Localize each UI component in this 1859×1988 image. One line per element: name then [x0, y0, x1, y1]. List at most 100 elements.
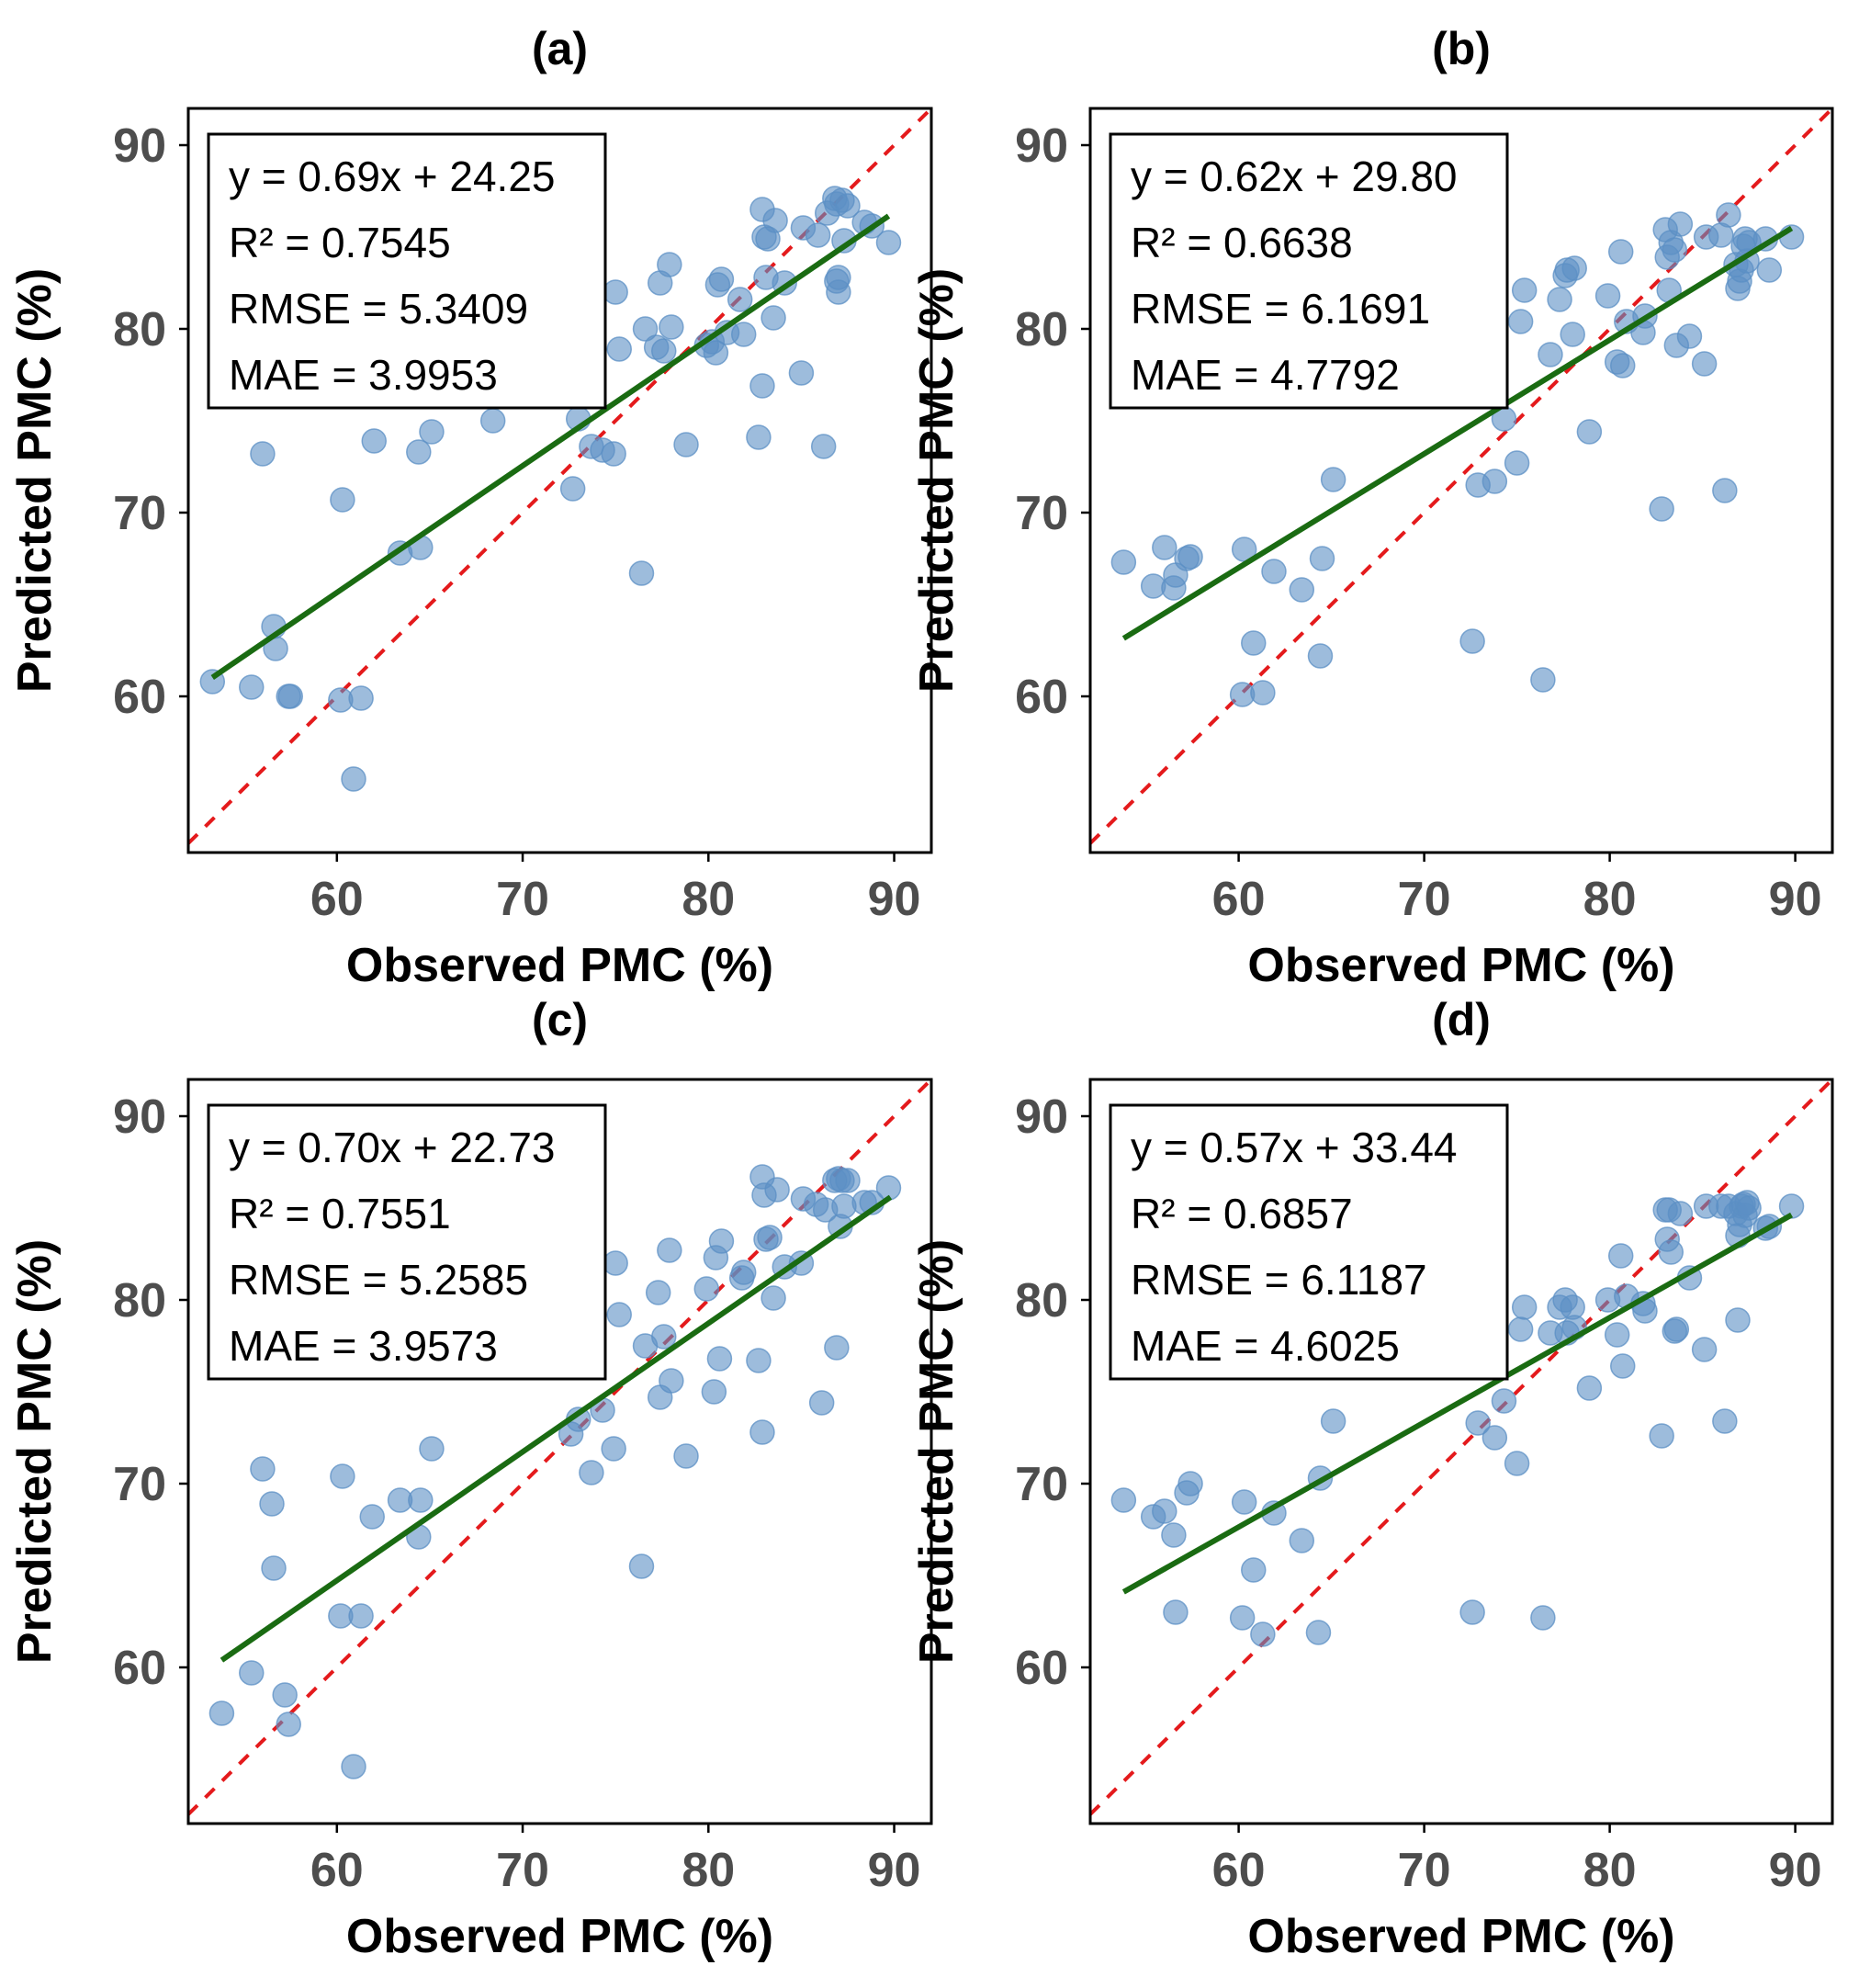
stats-line-b-1: R² = 0.6638: [1131, 219, 1353, 266]
data-point-a-24: [606, 336, 632, 362]
stats-line-c-0: y = 0.70x + 22.73: [229, 1124, 556, 1171]
data-point-b-63: [1756, 257, 1783, 283]
data-point-b-52: [1712, 478, 1738, 503]
data-point-b-25: [1530, 667, 1556, 693]
x-tick-label-d-3: 90: [1769, 1844, 1822, 1897]
data-point-d-9: [1241, 1557, 1267, 1583]
data-point-d-34: [1604, 1322, 1630, 1348]
data-point-d-2: [1152, 1498, 1177, 1524]
data-point-b-48: [1676, 323, 1703, 349]
data-point-d-40: [1649, 1423, 1674, 1449]
fit-line-c: [220, 1194, 893, 1663]
stats-line-d-3: MAE = 4.6025: [1131, 1322, 1400, 1370]
data-point-a-50: [788, 360, 815, 386]
data-point-d-64: [1778, 1193, 1805, 1219]
data-point-d-52: [1712, 1408, 1738, 1434]
data-point-c-6: [276, 1711, 301, 1737]
x-tick-label-a-1: 70: [496, 873, 549, 926]
data-point-a-40: [730, 322, 757, 347]
panel-c: (c) y = 0.70x + 22.73 R² = 0.7551 RMSE = 5.…: [8, 994, 933, 1963]
data-point-d-8: [1231, 1489, 1257, 1515]
data-point-d-10: [1250, 1621, 1276, 1647]
data-point-a-65: [875, 230, 902, 255]
data-point-d-19: [1465, 1410, 1491, 1436]
stats-line-b-2: RMSE = 6.1691: [1131, 285, 1430, 333]
data-point-d-23: [1507, 1316, 1534, 1342]
stats-line-a-1: R² = 0.7545: [229, 219, 451, 266]
x-tick-label-a-0: 60: [310, 873, 364, 926]
y-axis-title-a: Predicted PMC (%): [8, 268, 62, 693]
data-point-b-2: [1152, 535, 1177, 560]
stats-line-b-0: y = 0.62x + 29.80: [1131, 152, 1458, 200]
data-point-d-21: [1491, 1388, 1517, 1414]
y-tick-label-a-0: 60: [113, 671, 166, 724]
data-point-c-47: [764, 1177, 790, 1203]
data-point-a-22: [601, 441, 626, 467]
data-point-b-23: [1507, 309, 1534, 334]
data-point-d-61: [1736, 1195, 1762, 1221]
data-point-b-15: [1320, 467, 1346, 492]
data-point-a-43: [749, 373, 775, 399]
data-point-c-25: [628, 1553, 655, 1579]
x-tick-label-a-2: 80: [682, 873, 735, 926]
x-axis-title-b: Observed PMC (%): [1247, 939, 1674, 992]
y-tick-label-a-1: 70: [113, 487, 166, 540]
data-point-c-60: [835, 1168, 861, 1193]
data-point-c-42: [749, 1419, 775, 1445]
panel-a: (a) y = 0.69x + 24.25 R² = 0.7545 RMSE = 5.…: [8, 23, 933, 992]
x-tick-label-b-2: 80: [1583, 873, 1637, 926]
data-point-c-11: [359, 1504, 385, 1530]
data-point-d-18: [1459, 1599, 1485, 1625]
data-point-a-26: [632, 316, 659, 342]
data-point-c-24: [606, 1302, 632, 1327]
plot-frame-c: [186, 1078, 933, 1825]
plot-area-a: [188, 108, 931, 845]
x-tick-label-c-3: 90: [868, 1844, 921, 1897]
data-point-b-9: [1241, 630, 1267, 656]
x-tick-label-b-3: 90: [1769, 873, 1822, 926]
data-point-b-18: [1459, 628, 1485, 654]
data-point-a-62: [835, 193, 861, 219]
panel-title-c: (c): [532, 994, 588, 1045]
x-tick-label-d-2: 80: [1583, 1844, 1637, 1897]
x-tick-label-d-1: 70: [1398, 1844, 1451, 1897]
y-tick-label-a-2: 80: [113, 303, 166, 356]
data-point-a-30: [657, 252, 682, 277]
data-point-a-41: [746, 424, 772, 450]
data-point-b-10: [1250, 680, 1276, 706]
y-tick-label-b-3: 90: [1015, 119, 1068, 173]
data-point-c-4: [261, 1555, 287, 1581]
data-point-a-18: [559, 476, 586, 502]
data-point-a-9: [348, 685, 374, 711]
data-point-a-13: [406, 439, 432, 465]
data-point-c-20: [579, 1460, 604, 1485]
stats-line-d-2: RMSE = 6.1187: [1131, 1256, 1427, 1304]
data-point-b-26: [1538, 342, 1563, 367]
stats-line-d-0: y = 0.57x + 33.44: [1131, 1124, 1458, 1171]
data-point-c-23: [603, 1250, 628, 1276]
data-point-c-40: [746, 1348, 772, 1373]
data-point-d-65: [1725, 1307, 1751, 1333]
y-tick-label-c-2: 80: [113, 1274, 166, 1327]
data-point-c-0: [208, 1700, 235, 1726]
fit-line-b: [1121, 225, 1794, 641]
y-tick-label-c-0: 60: [113, 1642, 166, 1695]
data-point-a-11: [361, 428, 387, 454]
data-point-c-45: [757, 1225, 783, 1250]
data-point-c-30: [657, 1237, 682, 1263]
data-point-a-2: [250, 441, 276, 467]
data-point-c-34: [701, 1379, 727, 1405]
data-point-d-24: [1511, 1294, 1538, 1320]
data-point-b-33: [1594, 283, 1621, 309]
data-point-b-40: [1649, 496, 1674, 522]
data-point-b-36: [1609, 353, 1636, 378]
data-point-a-59: [826, 265, 851, 290]
data-point-c-55: [824, 1335, 850, 1361]
data-point-c-33: [693, 1276, 720, 1302]
data-point-c-3: [259, 1491, 285, 1517]
data-point-a-25: [628, 560, 655, 586]
y-tick-label-d-1: 70: [1015, 1458, 1068, 1511]
data-point-b-20: [1482, 469, 1508, 494]
stats-box-d: [1109, 1103, 1509, 1381]
y-tick-label-a-3: 90: [113, 119, 166, 173]
